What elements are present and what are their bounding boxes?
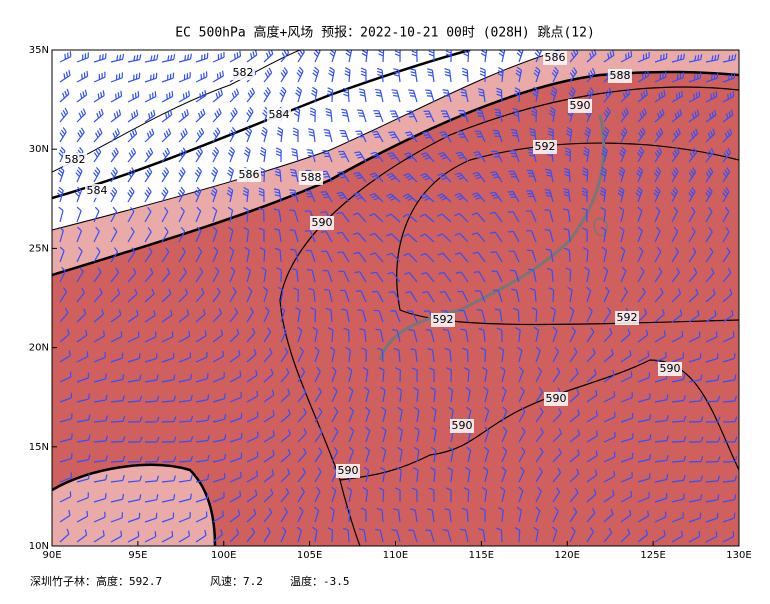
x-tick-label: 110E xyxy=(383,550,408,561)
y-tick-label: 15N xyxy=(29,442,49,453)
contour-label: 590 xyxy=(570,99,591,112)
contour-label: 590 xyxy=(452,419,473,432)
barb-shaft xyxy=(348,530,349,542)
contour-label: 584 xyxy=(269,108,290,121)
barb-shaft xyxy=(672,421,684,422)
y-tick-label: 30N xyxy=(29,144,49,155)
contour-label: 586 xyxy=(545,51,566,64)
barb-shaft xyxy=(519,530,520,542)
x-tick-label: 95E xyxy=(128,550,147,561)
barb-shaft xyxy=(569,250,570,262)
barb-shaft xyxy=(162,461,174,462)
barb-shaft xyxy=(501,530,502,542)
barb-shaft xyxy=(518,310,519,322)
y-tick-label: 20N xyxy=(29,343,49,354)
footer-item: 深圳竹子林：高度：592.7 xyxy=(30,574,162,588)
contour-label: 592 xyxy=(535,140,556,153)
barb-shaft xyxy=(383,490,384,502)
barb-shaft xyxy=(280,250,281,262)
barb-shaft xyxy=(536,310,537,322)
contour-label: 590 xyxy=(312,216,333,229)
barb-shaft xyxy=(332,530,333,542)
barb-shaft xyxy=(382,350,383,362)
x-tick-label: 130E xyxy=(726,550,751,561)
barb-shaft xyxy=(315,310,316,322)
contour-label: 590 xyxy=(338,464,359,477)
x-tick-label: 125E xyxy=(640,550,665,561)
barb-shaft xyxy=(179,441,191,442)
barb-shaft xyxy=(672,441,684,442)
contour-label: 590 xyxy=(660,362,681,375)
contour-label: 592 xyxy=(433,313,454,326)
y-tick-label: 10N xyxy=(29,541,49,552)
title: EC 500hPa 高度+风场 预报：2022-10-21 00时 (028H)… xyxy=(175,25,595,41)
y-tick-label: 25N xyxy=(29,243,49,254)
barb-shaft xyxy=(468,490,469,502)
contour-label: 592 xyxy=(617,311,638,324)
footer: 深圳竹子林：高度：592.7 风速：7.2 温度：-3.5 xyxy=(30,574,350,588)
x-tick-label: 120E xyxy=(555,550,580,561)
contour-label: 586 xyxy=(239,168,260,181)
contour-label: 588 xyxy=(610,69,631,82)
contour-label: 588 xyxy=(301,171,322,184)
barb-shaft xyxy=(264,250,265,262)
barb-shaft xyxy=(553,290,554,302)
barb-shaft xyxy=(467,510,468,522)
x-tick-label: 115E xyxy=(469,550,494,561)
contour-label: 582 xyxy=(233,66,254,79)
x-tick-label: 100E xyxy=(211,550,236,561)
contour-label: 584 xyxy=(87,184,108,197)
barb-shaft xyxy=(111,461,123,462)
contour-label: 590 xyxy=(546,392,567,405)
contour-label: 582 xyxy=(65,153,86,166)
barb-shaft xyxy=(570,270,571,282)
map-area xyxy=(52,47,739,546)
y-tick-label: 35N xyxy=(29,45,49,56)
x-tick-label: 105E xyxy=(297,550,322,561)
footer-item: 温度：-3.5 xyxy=(290,574,350,588)
footer-item: 风速：7.2 xyxy=(210,575,263,588)
barb-shaft xyxy=(111,421,123,422)
